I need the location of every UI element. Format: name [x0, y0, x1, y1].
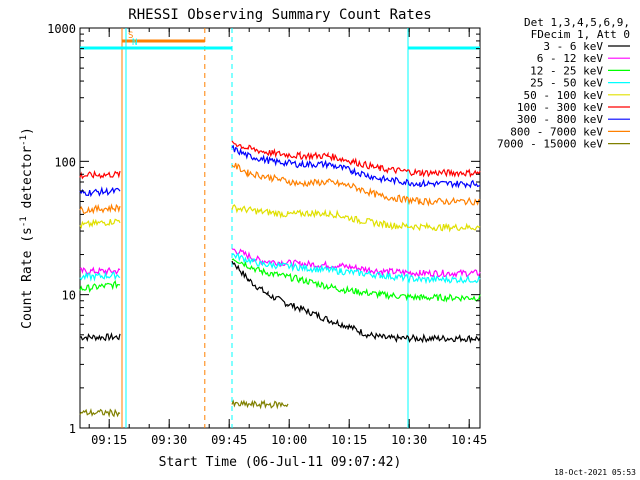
x-tick-label: 09:15 — [91, 433, 127, 447]
y-tick-label: 1000 — [47, 22, 76, 36]
x-tick-label: 10:30 — [391, 433, 427, 447]
series-line-300-800-kev — [79, 186, 121, 198]
legend: Det 1,3,4,5,6,9, FDecim 1, Att 0 3 - 6 k… — [497, 16, 630, 151]
x-tick-label: 09:30 — [151, 433, 187, 447]
legend-entry-100-300-kev: 100 - 300 keV — [517, 101, 603, 114]
legend-header-line-2: FDecim 1, Att 0 — [531, 28, 630, 41]
legend-entry-7000-15000-kev: 7000 - 15000 keV — [497, 138, 603, 151]
x-tick-label: 09:45 — [211, 433, 247, 447]
series-line-50-100-kev — [79, 218, 121, 229]
series-line-7000-15000-kev — [79, 408, 121, 418]
series-line-6-12-kev — [79, 266, 121, 276]
y-tick-label: 10 — [62, 289, 76, 303]
legend-header-line-1: Det 1,3,4,5,6,9, — [524, 16, 630, 29]
x-axis-label: Start Time (06-Jul-11 09:07:42) — [159, 455, 402, 470]
series-line-6-12-kev — [231, 248, 481, 279]
night-label: N — [132, 38, 137, 48]
series-line-12-25-kev — [231, 258, 481, 303]
legend-entry-25-50-kev: 25 - 50 keV — [530, 77, 603, 90]
saa-label: S — [128, 31, 133, 41]
series-line-7000-15000-kev — [231, 399, 289, 410]
legend-entry-300-800-kev: 300 - 800 keV — [517, 113, 603, 126]
plot-frame — [79, 27, 481, 429]
series-line-3-6-kev — [79, 331, 121, 342]
series-line-3-6-kev — [231, 260, 481, 344]
series-line-25-50-kev — [231, 252, 481, 285]
series-line-100-300-kev — [79, 169, 121, 180]
series-line-12-25-kev — [79, 280, 121, 293]
series-line-100-300-kev — [231, 140, 481, 178]
series-line-25-50-kev — [79, 271, 121, 282]
series-line-800-7000-kev — [79, 203, 121, 215]
legend-entry-50-100-kev: 50 - 100 keV — [524, 89, 604, 102]
series-line-50-100-kev — [231, 204, 481, 233]
chart-title: RHESSI Observing Summary Count Rates — [128, 7, 431, 23]
x-tick-label: 10:15 — [331, 433, 367, 447]
y-tick-label: 1 — [69, 422, 76, 436]
legend-entry-3-6-kev: 3 - 6 keV — [543, 40, 603, 53]
legend-entry-6-12-kev: 6 - 12 keV — [537, 52, 604, 65]
x-tick-label: 10:45 — [451, 433, 487, 447]
x-tick-label: 10:00 — [271, 433, 307, 447]
series-lines — [79, 140, 481, 418]
series-line-300-800-kev — [231, 144, 481, 189]
y-axis: 1 10 100 1000 — [47, 22, 480, 436]
legend-entry-12-25-kev: 12 - 25 keV — [530, 64, 603, 77]
x-axis: 09:15 09:30 09:45 10:00 10:15 10:30 10:45 — [88, 28, 487, 447]
legend-entry-800-7000-kev: 800 - 7000 keV — [510, 125, 603, 138]
y-tick-label: 100 — [54, 155, 76, 169]
footer-timestamp: 18-Oct-2021 05:53 — [554, 468, 636, 477]
y-axis-label: Count Rate (s-1 detector-1) — [19, 127, 35, 329]
series-line-800-7000-kev — [231, 162, 481, 207]
saa-night-annotations: SN — [80, 28, 480, 428]
